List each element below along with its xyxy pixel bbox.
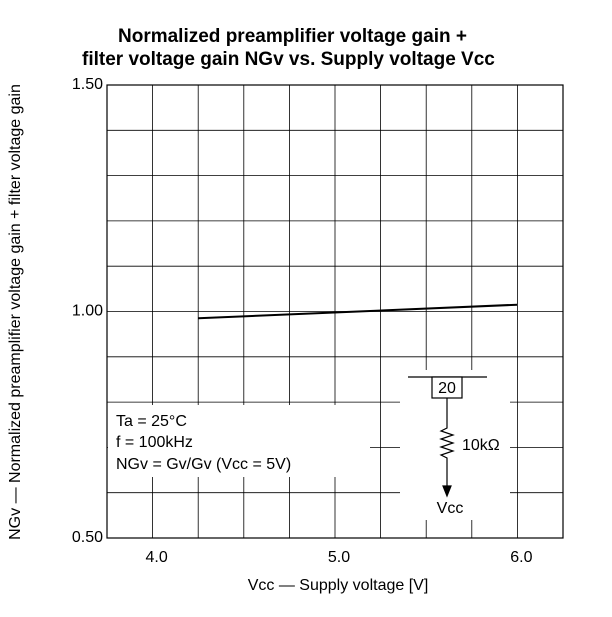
- y-axis-label: NGv — Normalized preamplifier voltage ga…: [7, 84, 24, 540]
- annotation: Ta = 25°C: [116, 413, 187, 430]
- y-tick-label: 1.50: [72, 76, 103, 93]
- supply-label: Vcc: [437, 500, 464, 517]
- x-tick-label: 5.0: [328, 549, 350, 566]
- x-tick-label: 6.0: [510, 549, 532, 566]
- annotation-background: [108, 405, 370, 477]
- annotation: f = 100kHz: [116, 434, 193, 451]
- y-tick-label: 1.00: [72, 303, 103, 320]
- circuit: [408, 376, 487, 498]
- pin-label: 20: [438, 380, 456, 397]
- y-tick-label: 0.50: [72, 529, 103, 546]
- chart-title: Normalized preamplifier voltage gain +: [118, 26, 467, 47]
- x-axis-label: Vcc — Supply voltage [V]: [248, 577, 429, 594]
- annotation: NGv = Gv/Gv (Vcc = 5V): [116, 456, 291, 473]
- chart-title: filter voltage gain NGv vs. Supply volta…: [82, 49, 495, 70]
- plot-frame: [106, 84, 564, 539]
- resistor-label: 10kΩ: [462, 437, 500, 454]
- x-tick-label: 4.0: [145, 549, 167, 566]
- data-line: [198, 303, 518, 320]
